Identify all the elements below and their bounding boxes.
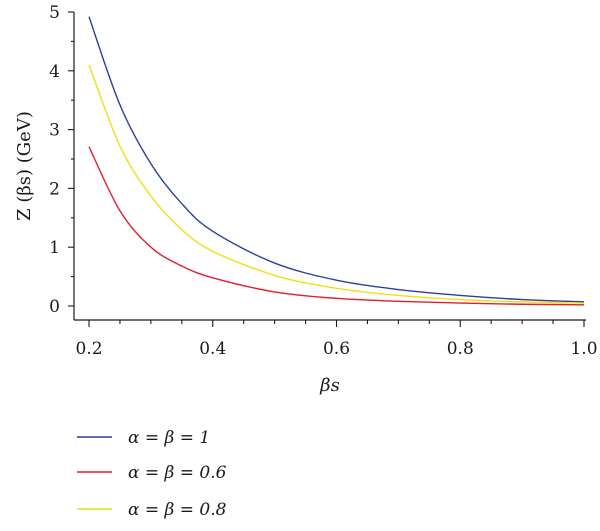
axis-labels: βs Z (βs) (GeV): [14, 111, 340, 396]
y-tick-label: 5: [49, 3, 60, 23]
legend: α = β = 1 α = β = 0.6 α = β = 0.8: [77, 428, 227, 520]
x-tick-label: 0.2: [75, 339, 102, 359]
y-tick-label: 0: [49, 297, 60, 317]
x-axis-label: βs: [319, 375, 340, 396]
series-line-1: [88, 146, 585, 306]
y-tick-label: 1: [49, 238, 60, 258]
y-tick-label: 4: [49, 62, 60, 82]
series-layer: [88, 16, 585, 306]
x-tick-label: 0.6: [323, 339, 350, 359]
ticks: 0 1 2 3 4 5 0.2 0.4 0.6 0.8 1.0: [49, 3, 597, 359]
legend-label-1: α = β = 0.6: [128, 463, 227, 483]
y-tick-label: 3: [49, 121, 60, 141]
x-tick-label: 0.8: [447, 339, 474, 359]
x-tick-label: 0.4: [199, 339, 226, 359]
series-line-2: [88, 64, 585, 304]
x-tick-label: 1.0: [570, 339, 597, 359]
legend-label-0: α = β = 1: [128, 428, 210, 448]
y-axis-label: Z (βs) (GeV): [14, 111, 35, 221]
y-tick-label: 2: [49, 179, 60, 199]
legend-label-2: α = β = 0.8: [128, 500, 227, 520]
axes: [73, 12, 586, 321]
series-line-0: [88, 16, 585, 303]
